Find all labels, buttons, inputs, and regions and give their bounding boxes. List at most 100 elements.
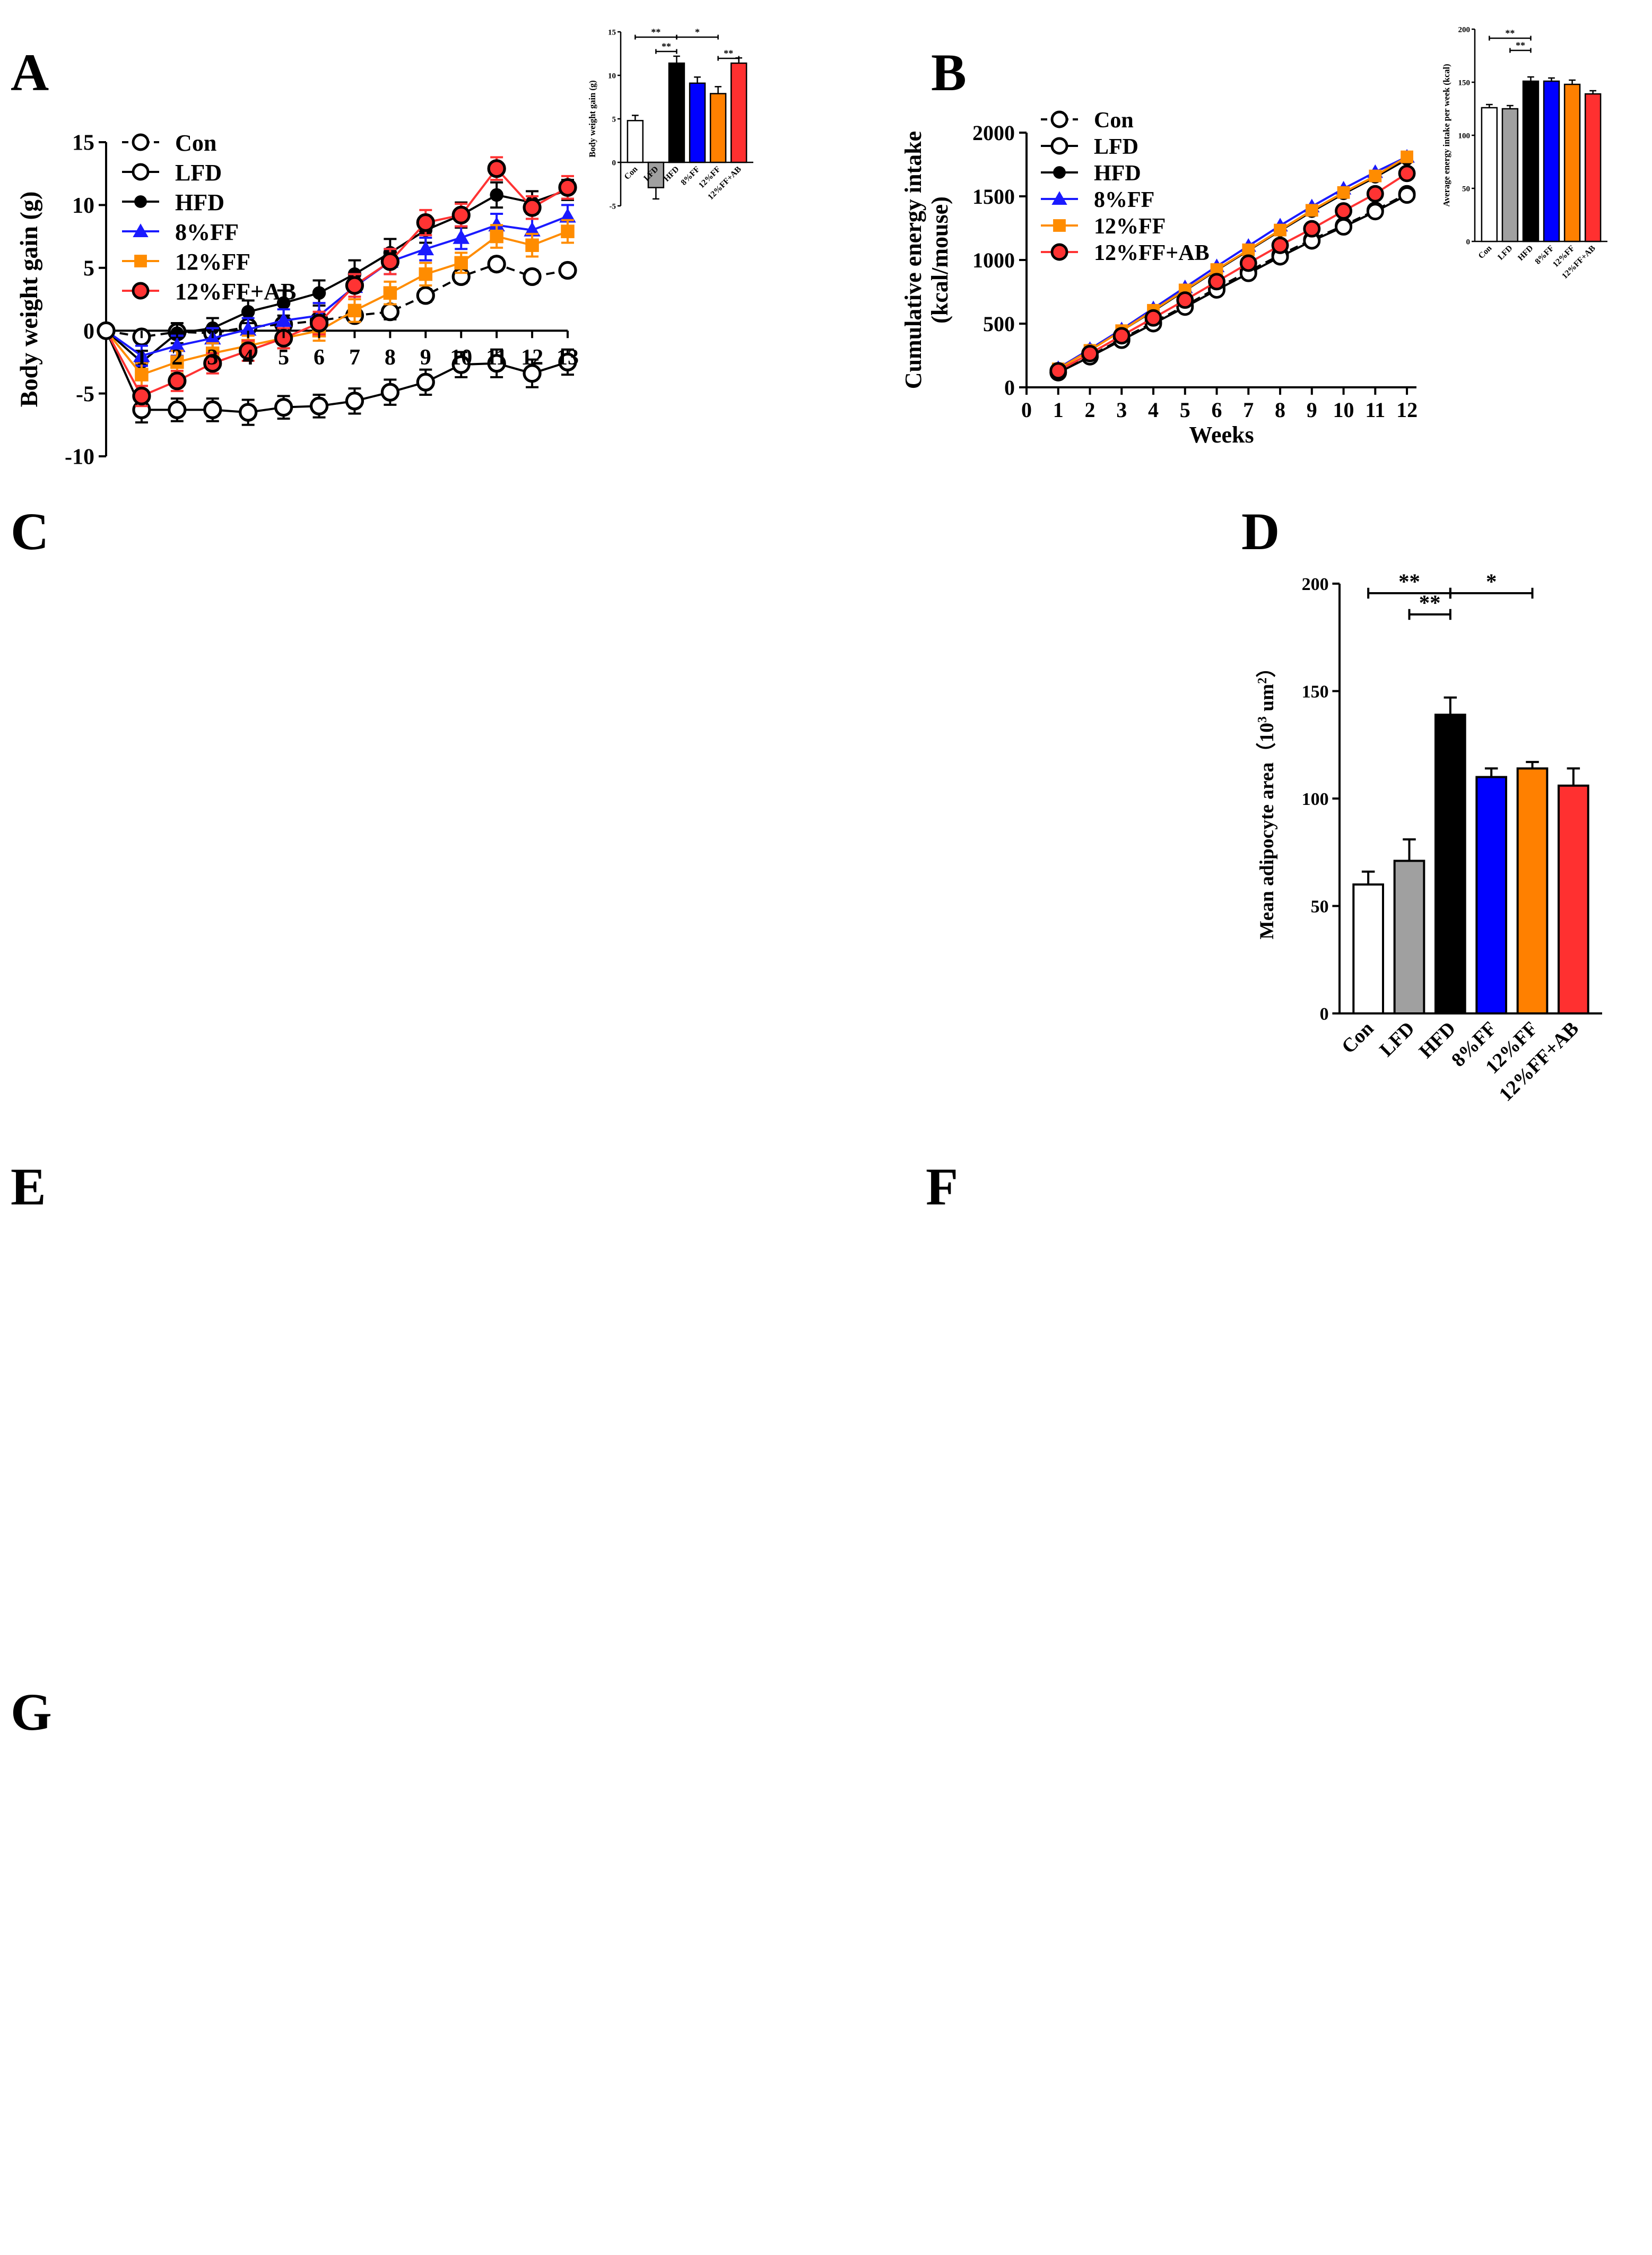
bar-LFD (647, 161, 665, 200)
x-tick-label: 12 (1396, 398, 1418, 422)
data-point (1112, 327, 1131, 345)
y-tick-label: -5 (610, 202, 616, 211)
data-point (417, 240, 434, 256)
x-tick-label: 8 (385, 345, 396, 370)
legend-marker (1050, 137, 1068, 155)
x-tick-label: 2 (171, 345, 182, 370)
x-tick-label: 11 (1365, 398, 1385, 422)
data-point (1210, 263, 1223, 276)
data-point (203, 354, 222, 373)
data-point (380, 302, 400, 322)
data-point (169, 337, 186, 352)
data-point (487, 354, 506, 373)
data-point (558, 178, 577, 197)
significance-bracket: ** (1367, 570, 1451, 599)
bar (1481, 107, 1498, 242)
bar-12%FF+AB (1584, 90, 1602, 242)
bar-12%FF (709, 86, 727, 163)
x-tick-label: 12 (521, 345, 543, 370)
bar-Con (627, 115, 644, 163)
data-point (1081, 344, 1099, 362)
origin-point (97, 321, 116, 340)
legend-label: 8%FF (175, 219, 239, 245)
data-point (1176, 291, 1194, 309)
y-axis-label: Average energy intake per week (kcal) (1441, 64, 1451, 206)
x-tick-label: 3 (1116, 398, 1127, 422)
x-tick-label: 9 (420, 345, 431, 370)
bar (1352, 883, 1384, 1014)
bar-Con (1481, 103, 1498, 242)
bar-8%FF (689, 76, 706, 163)
bar (689, 82, 706, 163)
data-point (275, 312, 292, 327)
panel-labels-layer: A B C D E F G (11, 43, 1280, 1741)
y-axis-label-part: Mean adipocyte area（10 (1256, 723, 1278, 939)
y-tick-label: 10 (72, 194, 94, 218)
x-tick-label: 2 (1085, 398, 1095, 422)
bar (1475, 776, 1508, 1014)
data-point (416, 372, 435, 392)
legend-label: 12%FF+AB (175, 279, 296, 305)
data-point (523, 364, 542, 383)
legend-marker (1050, 243, 1068, 261)
data-point (559, 207, 576, 223)
significance-label: ** (724, 48, 733, 58)
bar-HFD (668, 55, 685, 163)
data-point (525, 238, 539, 252)
data-point (453, 229, 469, 244)
data-point (135, 368, 149, 381)
y-tick-label: 100 (1302, 790, 1329, 809)
y-tick-label: 5 (612, 115, 616, 124)
data-point (487, 159, 506, 178)
y-tick-label: 100 (1458, 132, 1471, 140)
series-line (1057, 193, 1407, 373)
bar-8%FF (1543, 77, 1560, 242)
bar-12%FF (1516, 761, 1549, 1015)
y-tick-label: -10 (65, 445, 94, 470)
bar-HFD (1434, 696, 1466, 1015)
data-point (1144, 309, 1162, 327)
x-axis-label: Weeks (1189, 422, 1254, 448)
bar (1434, 714, 1466, 1015)
y-tick-label: 0 (1466, 238, 1471, 246)
data-point (558, 261, 577, 280)
y-tick-label: 1500 (972, 185, 1015, 209)
significance-label: ** (1419, 591, 1441, 615)
data-point (274, 398, 293, 417)
data-point (1369, 169, 1382, 183)
legend-marker (1051, 191, 1067, 205)
x-tick-label: 10 (1333, 398, 1354, 422)
legend-label: 8%FF (1094, 188, 1154, 212)
x-tick-label: 9 (1307, 398, 1317, 422)
data-point (1242, 243, 1255, 256)
data-point (309, 396, 329, 415)
x-tick-label: 4 (1148, 398, 1159, 422)
data-point (451, 205, 471, 224)
x-tick-label: 6 (1212, 398, 1222, 422)
data-point (487, 255, 506, 274)
series-12%FF+AB (105, 156, 577, 407)
bar-8%FF (1475, 767, 1508, 1014)
x-tick-label: 1 (136, 345, 147, 370)
data-point (523, 267, 542, 287)
bar (1584, 93, 1602, 242)
x-tick-label: 0 (1021, 398, 1032, 422)
data-point (241, 305, 255, 319)
x-tick-label: 8 (1275, 398, 1285, 422)
data-point (1398, 186, 1416, 204)
legend-label: HFD (175, 189, 224, 215)
bar-12%FF+AB (730, 57, 747, 163)
legend-label: 12%FF+AB (1094, 241, 1210, 265)
data-point (1303, 220, 1321, 238)
y-axis-label: Body weight gain (g) (15, 192, 42, 407)
bar-HFD (1522, 76, 1540, 242)
data-point (1366, 185, 1384, 203)
data-point (1337, 186, 1350, 199)
x-tick-label: 5 (278, 345, 289, 370)
bar (730, 62, 747, 163)
data-point (309, 314, 329, 333)
data-point (454, 256, 468, 270)
y-tick-label: 15 (72, 131, 94, 155)
series-12%FF+AB (1049, 164, 1416, 380)
data-point (380, 383, 400, 402)
